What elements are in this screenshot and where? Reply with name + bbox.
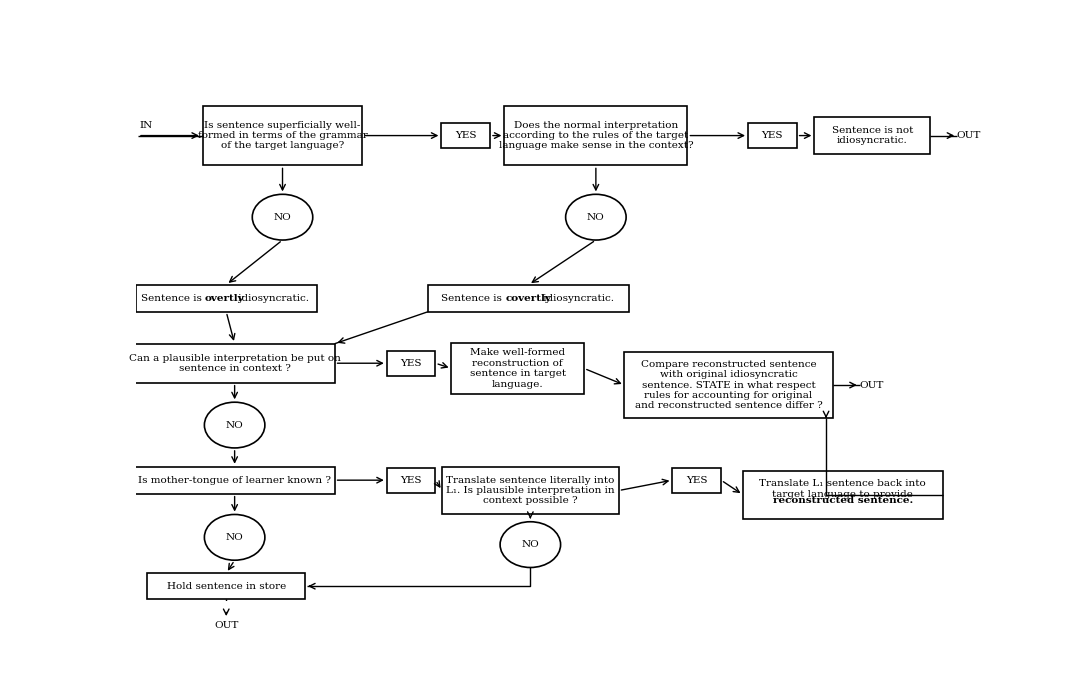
- FancyBboxPatch shape: [134, 466, 335, 493]
- Text: idiosyncratic.: idiosyncratic.: [540, 294, 614, 303]
- Text: Is mother-tongue of learner known ?: Is mother-tongue of learner known ?: [138, 476, 331, 485]
- Text: NO: NO: [225, 421, 244, 429]
- Text: YES: YES: [400, 358, 422, 368]
- Text: reconstructed sentence.: reconstructed sentence.: [773, 496, 913, 505]
- FancyBboxPatch shape: [387, 351, 436, 376]
- Ellipse shape: [566, 194, 627, 240]
- Text: OUT: OUT: [214, 621, 238, 630]
- Text: Translate L₁ sentence back into
target language to provide: Translate L₁ sentence back into target l…: [760, 479, 926, 499]
- FancyBboxPatch shape: [743, 471, 943, 518]
- FancyBboxPatch shape: [136, 285, 317, 312]
- FancyBboxPatch shape: [672, 468, 721, 493]
- Ellipse shape: [205, 514, 264, 560]
- Text: Does the normal interpretation
according to the rules of the target
language mak: Does the normal interpretation according…: [499, 121, 693, 151]
- Text: Sentence is: Sentence is: [141, 294, 205, 303]
- Text: Can a plausible interpretation be put on
sentence in context ?: Can a plausible interpretation be put on…: [129, 354, 340, 373]
- Text: NO: NO: [273, 213, 292, 221]
- FancyBboxPatch shape: [624, 352, 833, 418]
- Text: Sentence is: Sentence is: [441, 294, 505, 303]
- Text: YES: YES: [762, 131, 783, 140]
- FancyBboxPatch shape: [504, 106, 687, 165]
- Text: Sentence is not
idiosyncratic.: Sentence is not idiosyncratic.: [831, 126, 913, 145]
- FancyBboxPatch shape: [442, 466, 619, 514]
- Text: OUT: OUT: [957, 131, 981, 140]
- Text: Make well-formed
reconstruction of
sentence in target
language.: Make well-formed reconstruction of sente…: [469, 348, 566, 389]
- FancyBboxPatch shape: [748, 123, 797, 148]
- Text: covertly: covertly: [505, 294, 551, 303]
- Text: IN: IN: [140, 122, 153, 130]
- Text: YES: YES: [400, 476, 422, 485]
- FancyBboxPatch shape: [441, 123, 490, 148]
- Ellipse shape: [205, 402, 264, 448]
- Text: OUT: OUT: [860, 381, 883, 389]
- FancyBboxPatch shape: [428, 285, 630, 312]
- Text: Translate sentence literally into
L₁. Is plausible interpretation in
context pos: Translate sentence literally into L₁. Is…: [446, 476, 615, 506]
- FancyBboxPatch shape: [814, 117, 930, 155]
- Text: overtly: overtly: [205, 294, 245, 303]
- FancyBboxPatch shape: [134, 344, 335, 383]
- Text: NO: NO: [521, 540, 539, 549]
- FancyBboxPatch shape: [451, 343, 584, 394]
- Text: Is sentence superficially well-
formed in terms of the grammar
of the target lan: Is sentence superficially well- formed i…: [197, 121, 367, 151]
- Text: idiosyncratic.: idiosyncratic.: [235, 294, 309, 303]
- Text: YES: YES: [455, 131, 476, 140]
- Text: NO: NO: [588, 213, 605, 221]
- Text: NO: NO: [225, 533, 244, 542]
- Text: Hold sentence in store: Hold sentence in store: [167, 582, 286, 591]
- Text: Compare reconstructed sentence
with original idiosyncratic
sentence. STATE in wh: Compare reconstructed sentence with orig…: [635, 360, 823, 410]
- FancyBboxPatch shape: [147, 573, 306, 599]
- FancyBboxPatch shape: [387, 468, 436, 493]
- Text: YES: YES: [686, 476, 708, 485]
- Ellipse shape: [500, 522, 560, 568]
- FancyBboxPatch shape: [203, 106, 362, 165]
- Ellipse shape: [253, 194, 313, 240]
